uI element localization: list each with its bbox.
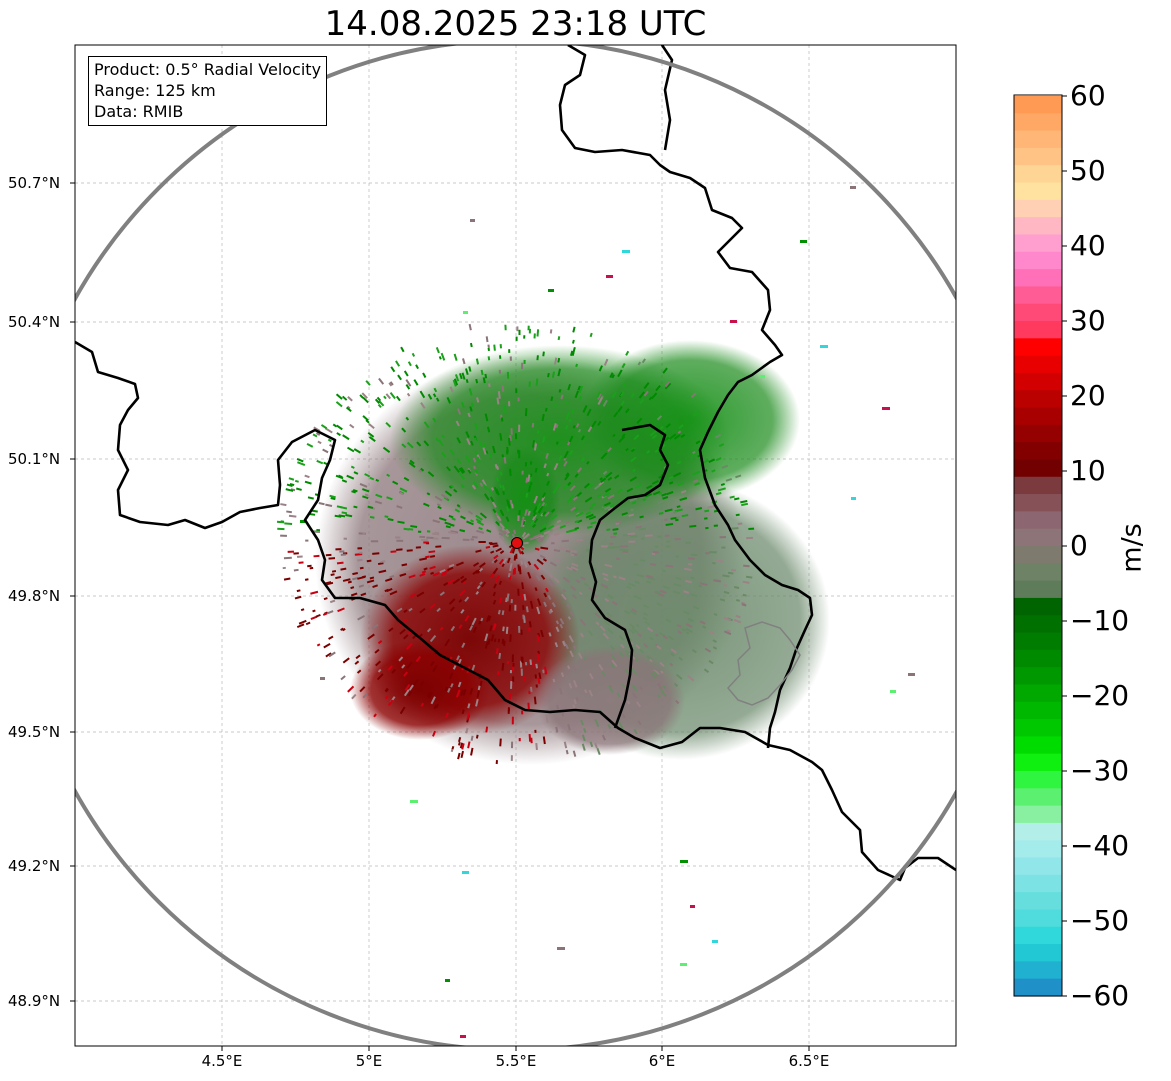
colorbar-segment (1014, 753, 1062, 772)
colorbar-segment (1014, 390, 1062, 409)
colorbar-segment (1014, 147, 1062, 166)
colorbar-segment (1014, 563, 1062, 582)
colorbar-segment (1014, 857, 1062, 876)
colorbar-segment (1014, 840, 1062, 859)
colorbar-segment (1014, 822, 1062, 841)
colorbar-segment (1014, 234, 1062, 253)
colorbar-tick-label: −50 (1070, 904, 1130, 937)
colorbar-segment (1014, 632, 1062, 651)
colorbar-segment (1014, 355, 1062, 374)
colorbar-tick-label: −30 (1070, 754, 1130, 787)
colorbar-segment (1014, 926, 1062, 945)
colorbar-tick-label: −20 (1070, 679, 1130, 712)
lon-tick-label: 6°E (648, 1052, 676, 1070)
colorbar-segment (1014, 338, 1062, 357)
colorbar-segment (1014, 372, 1062, 391)
colorbar-segment (1014, 442, 1062, 461)
lon-tick-label: 6.5°E (788, 1052, 830, 1070)
lat-tick-label: 49.8°N (8, 587, 61, 605)
colorbar-segment (1014, 165, 1062, 184)
colorbar-segment (1014, 546, 1062, 564)
colorbar-segment (1014, 719, 1062, 737)
colorbar-segment (1014, 407, 1062, 426)
luxembourg-border (727, 621, 801, 706)
colorbar-segment (1014, 459, 1062, 478)
colorbar-segment (1014, 424, 1062, 443)
velocity-echoes (276, 186, 915, 1038)
colorbar-segment (1014, 874, 1062, 893)
colorbar-segment (1014, 96, 1062, 114)
lat-tick-label: 50.7°N (8, 174, 61, 192)
colorbar-segment (1014, 805, 1062, 824)
lat-tick-label: 50.1°N (8, 450, 61, 468)
colorbar-tick-label: −60 (1070, 979, 1130, 1012)
colorbar-segment (1014, 771, 1062, 789)
lat-tick-label: 50.4°N (8, 313, 61, 331)
colorbar-segment (1014, 944, 1062, 962)
colorbar-segment (1014, 580, 1062, 599)
lon-tick-label: 5.5°E (495, 1052, 537, 1070)
colorbar-segment (1014, 909, 1062, 928)
colorbar-segment (1014, 961, 1062, 980)
axis-ticks (70, 182, 810, 1051)
lat-tick-label: 49.2°N (8, 857, 61, 875)
colorbar-segment (1014, 701, 1062, 720)
colorbar-tick-label: 10 (1070, 454, 1106, 487)
colorbar-tick-label: 50 (1070, 154, 1106, 187)
colorbar-segment (1014, 303, 1062, 322)
colorbar-ticks (1062, 95, 1067, 997)
colorbar-segment (1014, 251, 1062, 270)
colorbar (1014, 96, 1062, 997)
colorbar-segment (1014, 476, 1062, 495)
colorbar-segment (1014, 494, 1062, 512)
colorbar-segment (1014, 511, 1062, 530)
colorbar-segment (1014, 667, 1062, 686)
range-text: Range: 125 km (94, 81, 216, 100)
lat-tick-label: 49.5°N (8, 723, 61, 741)
colorbar-segment (1014, 615, 1062, 634)
colorbar-tick-label: 30 (1070, 304, 1106, 337)
colorbar-tick-label: 0 (1070, 529, 1088, 562)
colorbar-unit-label: m/s (1116, 523, 1148, 573)
colorbar-segment (1014, 217, 1062, 236)
colorbar-segment (1014, 182, 1062, 201)
colorbar-segment (1014, 199, 1062, 218)
colorbar-segment (1014, 892, 1062, 911)
colorbar-segment (1014, 684, 1062, 703)
country-borders (75, 45, 956, 882)
product-info-box: Product: 0.5° Radial Velocity Range: 125… (88, 56, 328, 126)
colorbar-tick-label: −10 (1070, 604, 1130, 637)
colorbar-tick-label: 20 (1070, 379, 1106, 412)
lon-tick-label: 5°E (355, 1052, 383, 1070)
colorbar-segment (1014, 978, 1062, 997)
colorbar-segment (1014, 649, 1062, 668)
colorbar-tick-label: 60 (1070, 79, 1106, 112)
radar-site-marker (511, 537, 523, 549)
colorbar-segment (1014, 130, 1062, 149)
colorbar-tick-label: −40 (1070, 829, 1130, 862)
colorbar-segment (1014, 528, 1062, 547)
product-text: Product: 0.5° Radial Velocity (94, 60, 322, 79)
colorbar-segment (1014, 113, 1062, 132)
colorbar-segment (1014, 286, 1062, 305)
colorbar-segment (1014, 269, 1062, 287)
colorbar-segment (1014, 597, 1062, 616)
lat-tick-label: 48.9°N (8, 992, 61, 1010)
colorbar-segment (1014, 788, 1062, 807)
map-title: 14.08.2025 23:18 UTC (324, 4, 707, 44)
colorbar-segment (1014, 736, 1062, 755)
colorbar-tick-label: 40 (1070, 229, 1106, 262)
colorbar-segment (1014, 321, 1062, 339)
lon-tick-label: 4.5°E (201, 1052, 243, 1070)
data-source-text: Data: RMIB (94, 102, 184, 121)
